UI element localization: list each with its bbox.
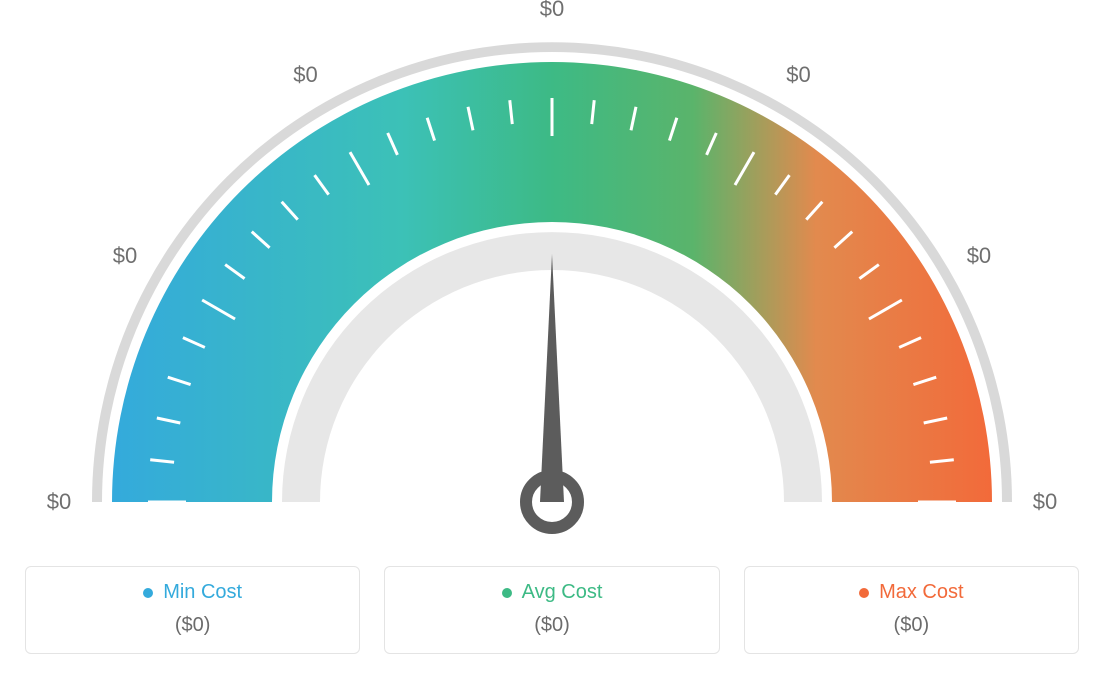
legend-title-min: Min Cost (143, 581, 242, 604)
legend-label-max: Max Cost (879, 581, 963, 604)
legend-card-min: Min Cost ($0) (25, 566, 360, 654)
gauge-scale-label: $0 (786, 62, 810, 88)
legend-value-min: ($0) (175, 614, 211, 637)
gauge-scale-label: $0 (540, 0, 564, 22)
legend-title-max: Max Cost (859, 581, 963, 604)
gauge-scale-label: $0 (293, 62, 317, 88)
legend-value-max: ($0) (894, 614, 930, 637)
legend-card-max: Max Cost ($0) (744, 566, 1079, 654)
legend-dot-avg (502, 588, 512, 598)
gauge-scale-label: $0 (1033, 489, 1057, 515)
legend-dot-max (859, 588, 869, 598)
legend-label-min: Min Cost (163, 581, 242, 604)
legend-label-avg: Avg Cost (522, 581, 603, 604)
legend-value-avg: ($0) (534, 614, 570, 637)
legend-title-avg: Avg Cost (502, 581, 603, 604)
gauge-scale-label: $0 (113, 243, 137, 269)
gauge-svg (0, 0, 1104, 560)
legend-card-avg: Avg Cost ($0) (384, 566, 719, 654)
legend-row: Min Cost ($0) Avg Cost ($0) Max Cost ($0… (25, 566, 1079, 654)
gauge-scale-label: $0 (967, 243, 991, 269)
gauge-chart: $0 $0 $0 $0 $0 $0 $0 (0, 0, 1104, 560)
gauge-scale-label: $0 (47, 489, 71, 515)
legend-dot-min (143, 588, 153, 598)
